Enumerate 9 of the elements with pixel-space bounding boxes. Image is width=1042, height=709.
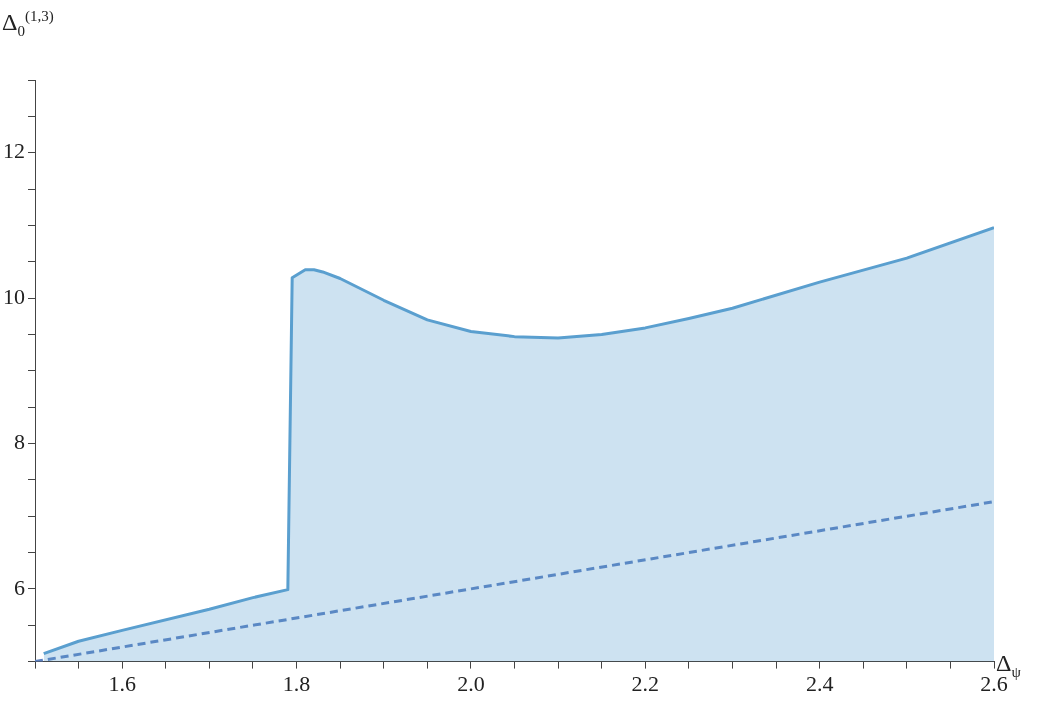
y-tick-label: 8	[14, 429, 25, 455]
y-tick-label: 6	[14, 574, 25, 600]
x-tick-label: 2.0	[457, 670, 485, 696]
x-tick-label: 1.8	[282, 670, 311, 696]
x-tick-label: 2.2	[631, 670, 660, 696]
y-tick-label: 10	[3, 283, 25, 309]
text: 1.6	[108, 670, 136, 696]
x-tick-label: 2.4	[805, 670, 834, 696]
y-tick-label: 12	[3, 138, 25, 164]
